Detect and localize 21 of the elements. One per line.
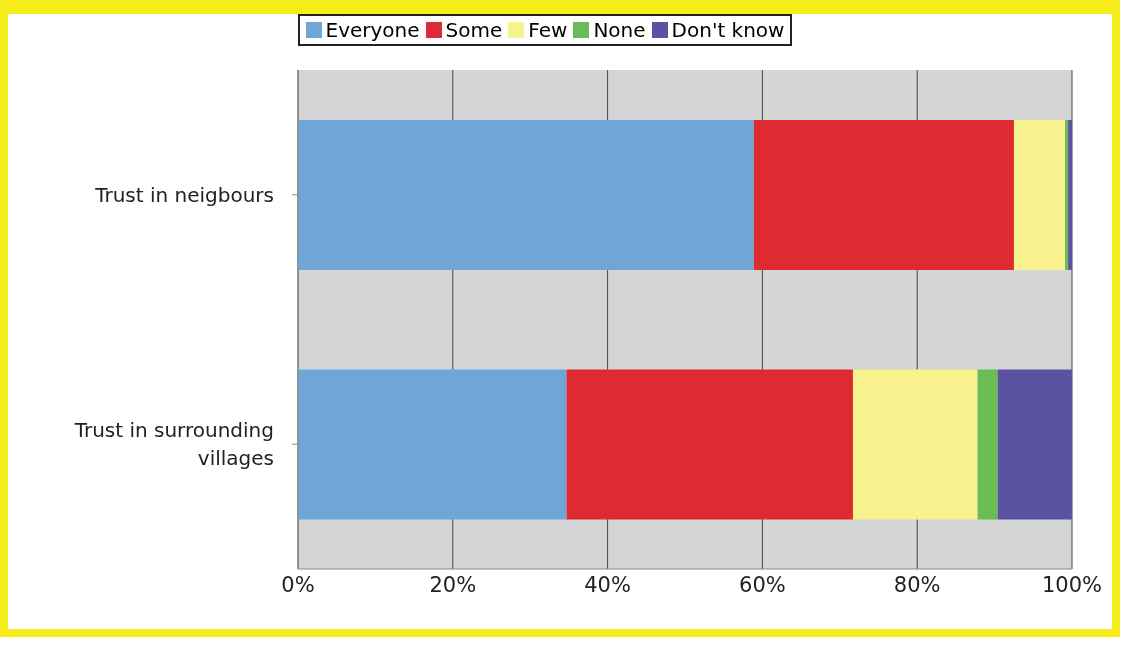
legend-label: Some [445, 18, 503, 42]
x-tick-label: 60% [739, 572, 786, 597]
bar [1013, 119, 1066, 270]
bar [977, 369, 998, 520]
y-tick-label: Trust in neigbours [94, 182, 274, 207]
x-tick-label: 40% [584, 572, 631, 597]
x-tick-label: 20% [429, 572, 477, 597]
bar [753, 119, 1014, 270]
legend-label: Don't know [671, 18, 785, 42]
bar [298, 119, 754, 270]
x-tick-label: 80% [893, 572, 941, 597]
legend-label: Everyone [325, 18, 420, 42]
bar [298, 369, 567, 520]
legend-label: None [593, 18, 646, 42]
bar [997, 369, 1072, 520]
x-tick-label: 0% [281, 572, 315, 597]
legend-label: Few [528, 18, 568, 42]
x-tick-label: 100% [1041, 572, 1103, 597]
bar [566, 369, 853, 520]
y-tick-label: Trust in surrounding villages [73, 418, 274, 471]
bar [852, 369, 978, 520]
